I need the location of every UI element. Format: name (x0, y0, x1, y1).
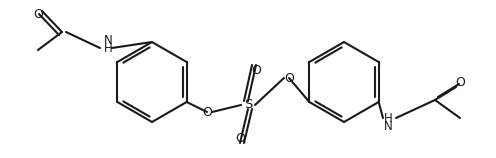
Text: N: N (383, 119, 392, 133)
Text: O: O (33, 9, 43, 21)
Text: O: O (235, 131, 245, 145)
Text: O: O (284, 72, 294, 85)
Text: O: O (251, 64, 261, 76)
Text: H: H (104, 42, 113, 55)
Text: N: N (104, 33, 113, 46)
Text: S: S (244, 98, 252, 112)
Text: O: O (455, 76, 465, 89)
Text: O: O (202, 106, 212, 118)
Text: H: H (383, 112, 392, 125)
